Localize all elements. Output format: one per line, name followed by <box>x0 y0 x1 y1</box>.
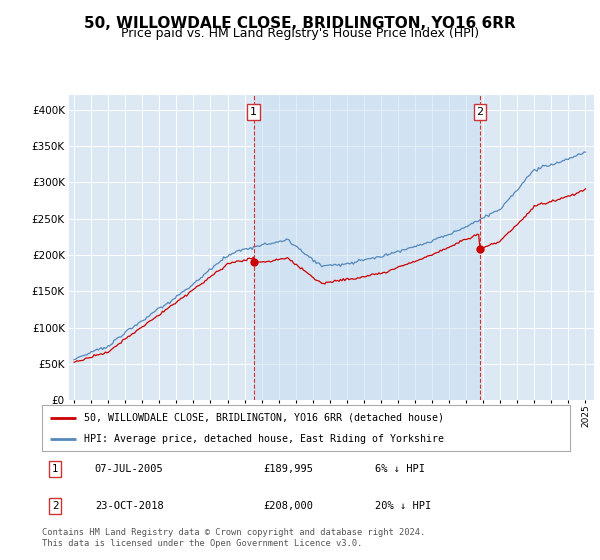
Text: 20% ↓ HPI: 20% ↓ HPI <box>374 501 431 511</box>
Text: 07-JUL-2005: 07-JUL-2005 <box>95 464 164 474</box>
Text: 1: 1 <box>52 464 59 474</box>
Text: 1: 1 <box>250 107 257 117</box>
Text: HPI: Average price, detached house, East Riding of Yorkshire: HPI: Average price, detached house, East… <box>84 435 444 444</box>
Text: 23-OCT-2018: 23-OCT-2018 <box>95 501 164 511</box>
Text: £208,000: £208,000 <box>264 501 314 511</box>
Text: 6% ↓ HPI: 6% ↓ HPI <box>374 464 425 474</box>
Text: 50, WILLOWDALE CLOSE, BRIDLINGTON, YO16 6RR (detached house): 50, WILLOWDALE CLOSE, BRIDLINGTON, YO16 … <box>84 413 444 423</box>
Text: Contains HM Land Registry data © Crown copyright and database right 2024.
This d: Contains HM Land Registry data © Crown c… <box>42 528 425 548</box>
Text: 2: 2 <box>52 501 59 511</box>
Bar <box>254 95 480 400</box>
Text: Price paid vs. HM Land Registry's House Price Index (HPI): Price paid vs. HM Land Registry's House … <box>121 27 479 40</box>
Text: 2: 2 <box>476 107 484 117</box>
Text: £189,995: £189,995 <box>264 464 314 474</box>
Text: 50, WILLOWDALE CLOSE, BRIDLINGTON, YO16 6RR: 50, WILLOWDALE CLOSE, BRIDLINGTON, YO16 … <box>84 16 516 31</box>
